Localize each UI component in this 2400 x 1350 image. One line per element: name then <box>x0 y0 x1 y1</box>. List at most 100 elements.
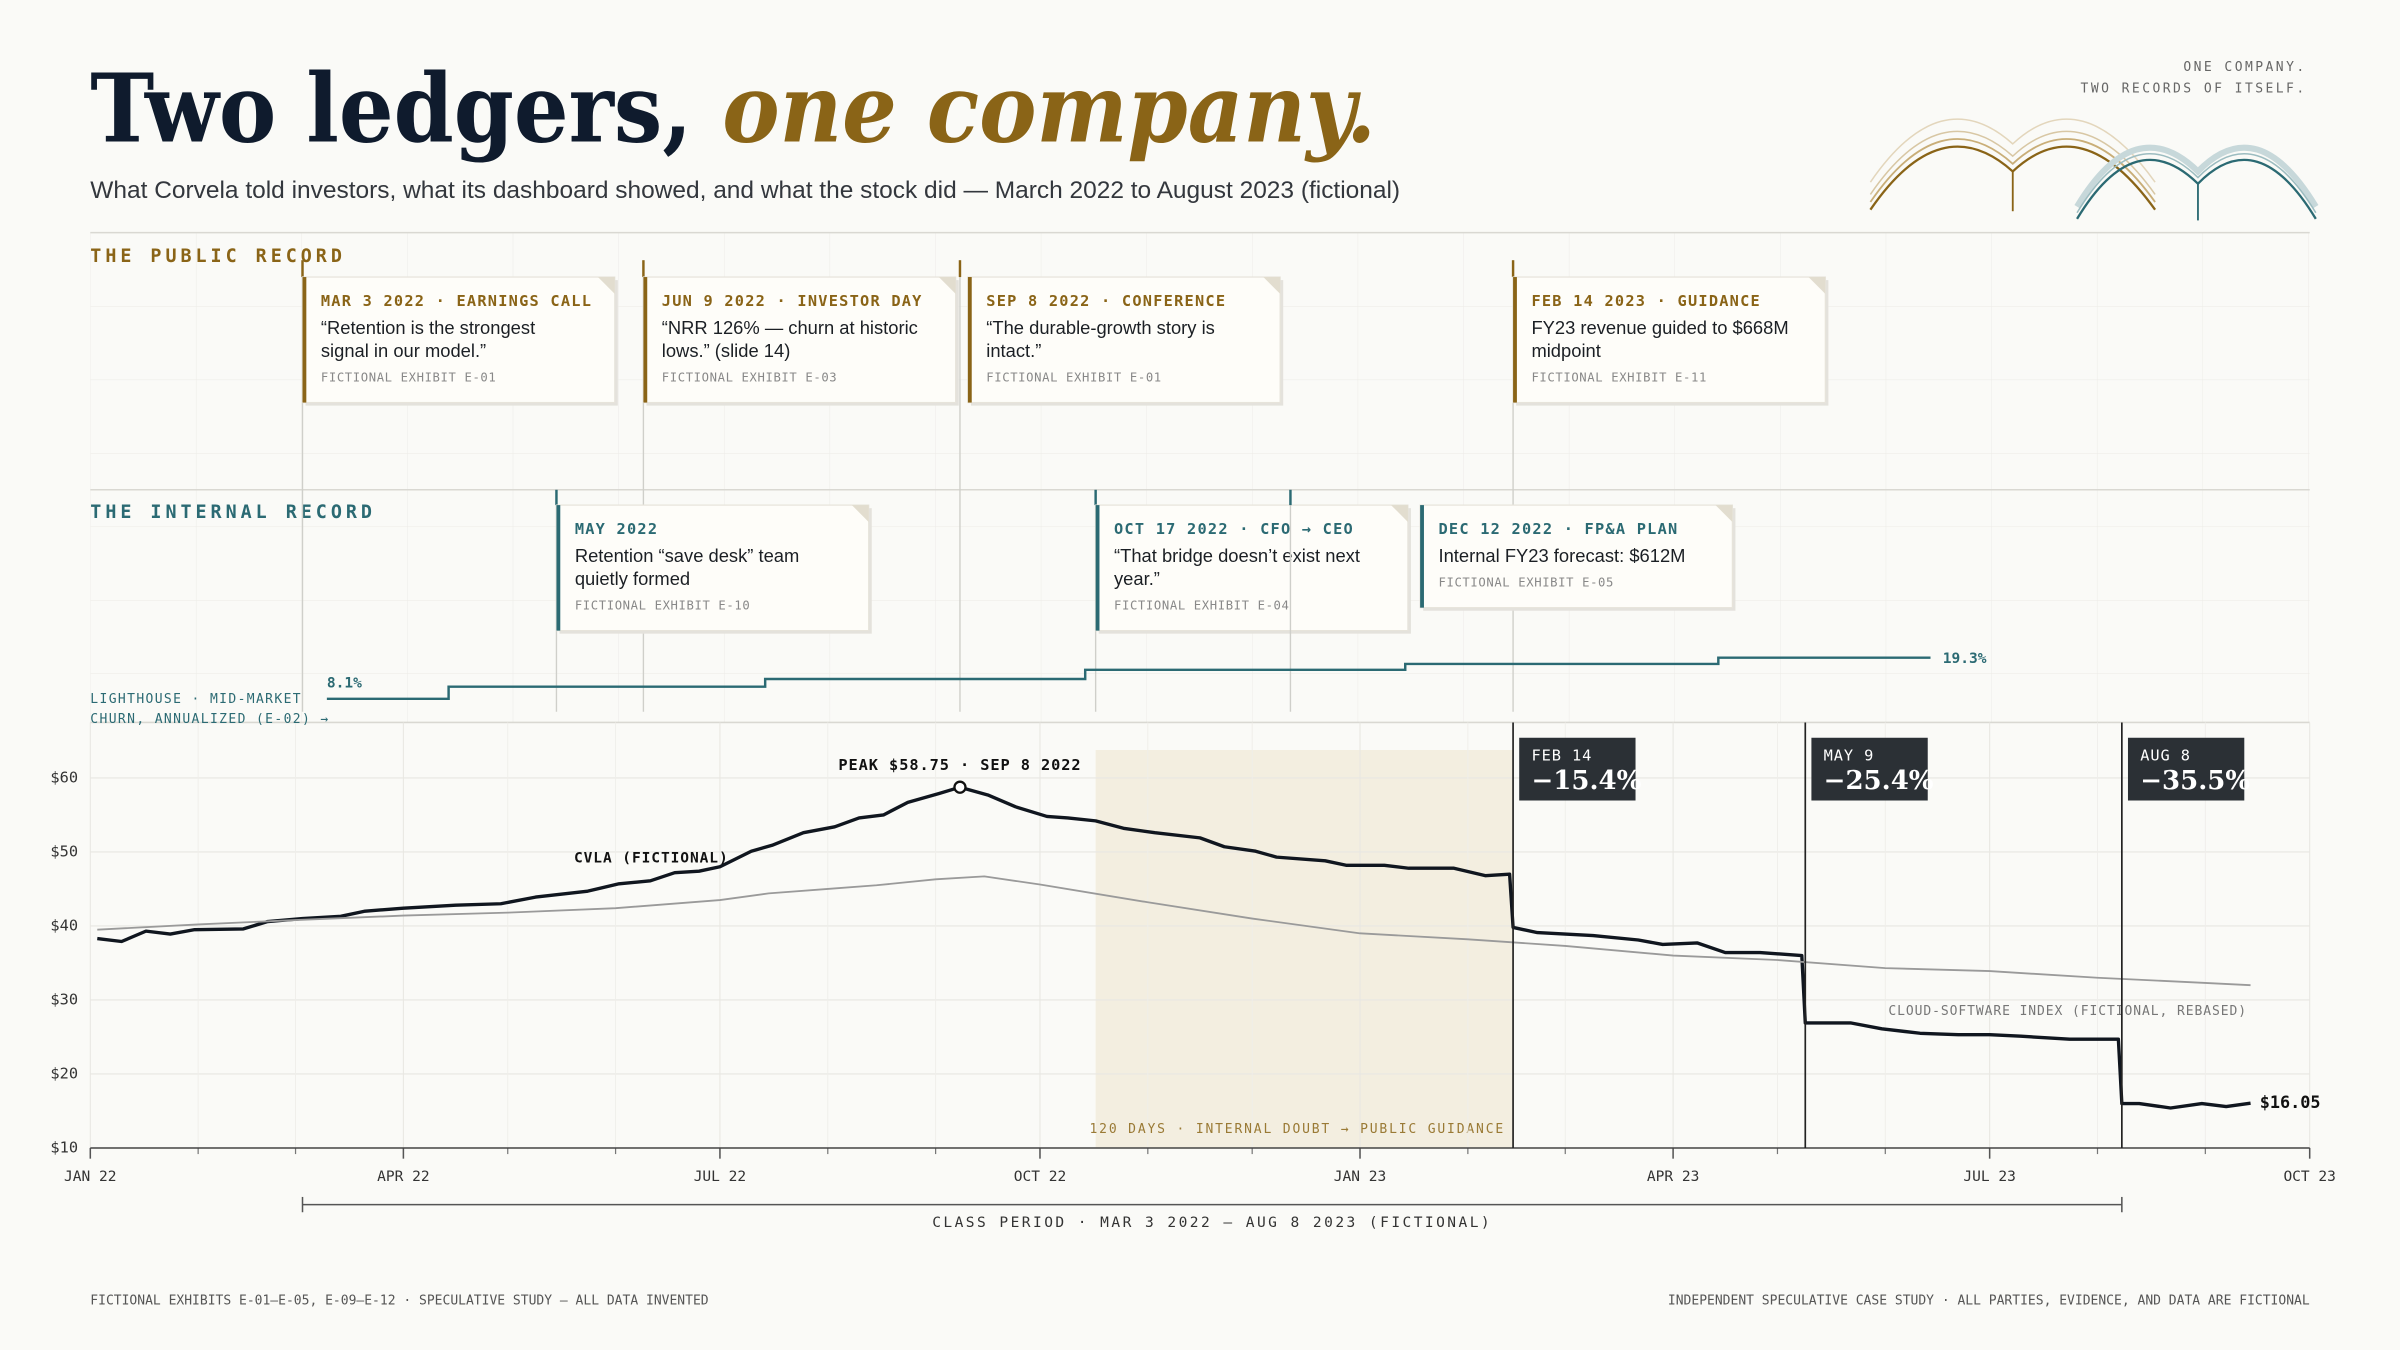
arc <box>1869 138 2156 203</box>
arc <box>1869 118 2156 183</box>
x-tick-label: JAN 22 <box>64 1169 117 1185</box>
card-heading: JUN 9 2022 · INVESTOR DAY <box>662 292 923 310</box>
card-fold <box>938 277 956 294</box>
card-accent <box>556 505 561 631</box>
data-label: $16.05 <box>2260 1092 2321 1112</box>
card-heading: SEP 8 2022 · CONFERENCE <box>986 292 1226 310</box>
card-quote: “Retention is the strongest <box>321 317 535 338</box>
footer-left: FICTIONAL EXHIBITS E-01–E-05, E-09–E-12 … <box>90 1294 708 1309</box>
card-fold <box>597 277 615 294</box>
card <box>301 276 616 404</box>
card <box>1095 504 1409 632</box>
series-line <box>97 785 2251 1110</box>
shade-window <box>1095 750 1514 1148</box>
drop-date: FEB 14 <box>1531 747 1592 765</box>
decorative-arcs <box>1869 118 2319 221</box>
card-exhibit: FICTIONAL EXHIBIT E-04 <box>1114 599 1290 613</box>
churn-label: 19.3% <box>1943 651 1987 667</box>
card-exhibit: FICTIONAL EXHIBIT E-01 <box>321 371 497 385</box>
card-quote: Internal FY23 forecast: $612M <box>1438 545 1685 566</box>
churn-caption: CHURN, ANNUALIZED (E-02) → <box>90 712 329 727</box>
kicker: ONE COMPANY. <box>2183 60 2306 75</box>
shade-label: 120 DAYS · INTERNAL DOUBT → PUBLIC GUIDA… <box>1090 1122 1506 1137</box>
peak-marker <box>953 780 967 794</box>
y-tick-label: $40 <box>50 916 78 934</box>
card-heading: MAR 3 2022 · EARNINGS CALL <box>321 292 592 310</box>
card-fold <box>1715 505 1733 522</box>
card <box>642 276 957 404</box>
drop-date: MAY 9 <box>1824 747 1875 765</box>
title-main: Two ledgers, <box>90 53 692 164</box>
arc <box>2076 153 2317 214</box>
card-accent <box>1420 505 1424 608</box>
card-accent <box>1095 505 1100 631</box>
y-tick-label: $20 <box>50 1064 78 1082</box>
churn-line <box>326 656 1931 701</box>
churn-caption: LIGHTHOUSE · MID-MARKET <box>90 692 302 707</box>
card-quote: lows.” (slide 14) <box>662 340 791 361</box>
churn-label: 8.1% <box>327 676 362 692</box>
card-exhibit: FICTIONAL EXHIBIT E-01 <box>986 371 1162 385</box>
card-heading: MAY 2022 <box>575 520 658 538</box>
drop-value: −25.4% <box>1824 766 1934 796</box>
arc <box>1869 130 2156 195</box>
card-fold <box>1808 277 1826 294</box>
card <box>967 276 1281 404</box>
card-quote: midpoint <box>1531 340 1600 361</box>
card-quote: year.” <box>1114 568 1160 589</box>
drop-box <box>1811 737 1928 801</box>
x-tick-label: JUL 23 <box>1963 1169 2016 1185</box>
card-accent <box>302 277 307 403</box>
card <box>555 504 870 632</box>
card-heading: DEC 12 2022 · FP&A PLAN <box>1438 520 1678 538</box>
card-quote: “That bridge doesn’t exist next <box>1114 545 1360 566</box>
card-exhibit: FICTIONAL EXHIBIT E-05 <box>1438 576 1614 590</box>
card-quote: “The durable-growth story is <box>986 317 1215 338</box>
card-exhibit: FICTIONAL EXHIBIT E-10 <box>575 599 751 613</box>
card-heading: OCT 17 2022 · CFO → CEO <box>1114 520 1354 538</box>
section-title: THE PUBLIC RECORD <box>90 246 346 267</box>
card-quote: signal in our model.” <box>321 340 486 361</box>
y-tick-label: $30 <box>50 990 78 1008</box>
card-accent <box>967 277 972 403</box>
drop-value: −15.4% <box>1531 766 1641 796</box>
title-accent: one company. <box>722 53 1376 164</box>
card-fold <box>1391 505 1408 522</box>
card-quote: Retention “save desk” team <box>575 545 800 566</box>
x-tick-label: APR 22 <box>377 1169 429 1185</box>
class-period-label: CLASS PERIOD · MAR 3 2022 – AUG 8 2023 (… <box>932 1215 1492 1231</box>
arc <box>2074 144 2319 209</box>
card-quote: quietly formed <box>575 568 690 589</box>
card-accent <box>1513 277 1517 403</box>
drop-box <box>2127 737 2245 801</box>
y-tick-label: $10 <box>50 1138 78 1156</box>
x-tick-label: OCT 22 <box>1014 1169 1066 1185</box>
card-quote: intact.” <box>986 340 1041 361</box>
card-quote: FY23 revenue guided to $668M <box>1531 317 1788 338</box>
arc <box>2076 158 2317 220</box>
x-tick-label: APR 23 <box>1647 1169 1700 1185</box>
series-label: CVLA (FICTIONAL) <box>574 851 729 867</box>
card <box>1512 276 1826 404</box>
y-tick-label: $60 <box>50 768 78 786</box>
kicker: TWO RECORDS OF ITSELF. <box>2081 81 2307 96</box>
x-tick-label: JUL 22 <box>694 1169 747 1185</box>
footer-right: INDEPENDENT SPECULATIVE CASE STUDY · ALL… <box>1668 1294 2310 1309</box>
card-heading: FEB 14 2023 · GUIDANCE <box>1531 292 1761 310</box>
drop-date: AUG 8 <box>2140 747 2191 765</box>
card-accent <box>643 277 648 403</box>
peak-label: PEAK $58.75 · SEP 8 2022 <box>838 756 1081 774</box>
drop-value: −35.5% <box>2140 766 2250 796</box>
section-title: THE INTERNAL RECORD <box>90 502 376 523</box>
series-label: CLOUD-SOFTWARE INDEX (FICTIONAL, REBASED… <box>1888 1004 2247 1019</box>
title: Two ledgers, one company. <box>90 53 1376 164</box>
card <box>1419 504 1733 609</box>
card-exhibit: FICTIONAL EXHIBIT E-11 <box>1531 371 1707 385</box>
card-exhibit: FICTIONAL EXHIBIT E-03 <box>662 371 838 385</box>
subtitle: What Corvela told investors, what its da… <box>90 177 1400 204</box>
x-tick-label: OCT 23 <box>2283 1169 2336 1185</box>
y-tick-label: $50 <box>50 842 78 860</box>
card-fold <box>851 505 869 522</box>
